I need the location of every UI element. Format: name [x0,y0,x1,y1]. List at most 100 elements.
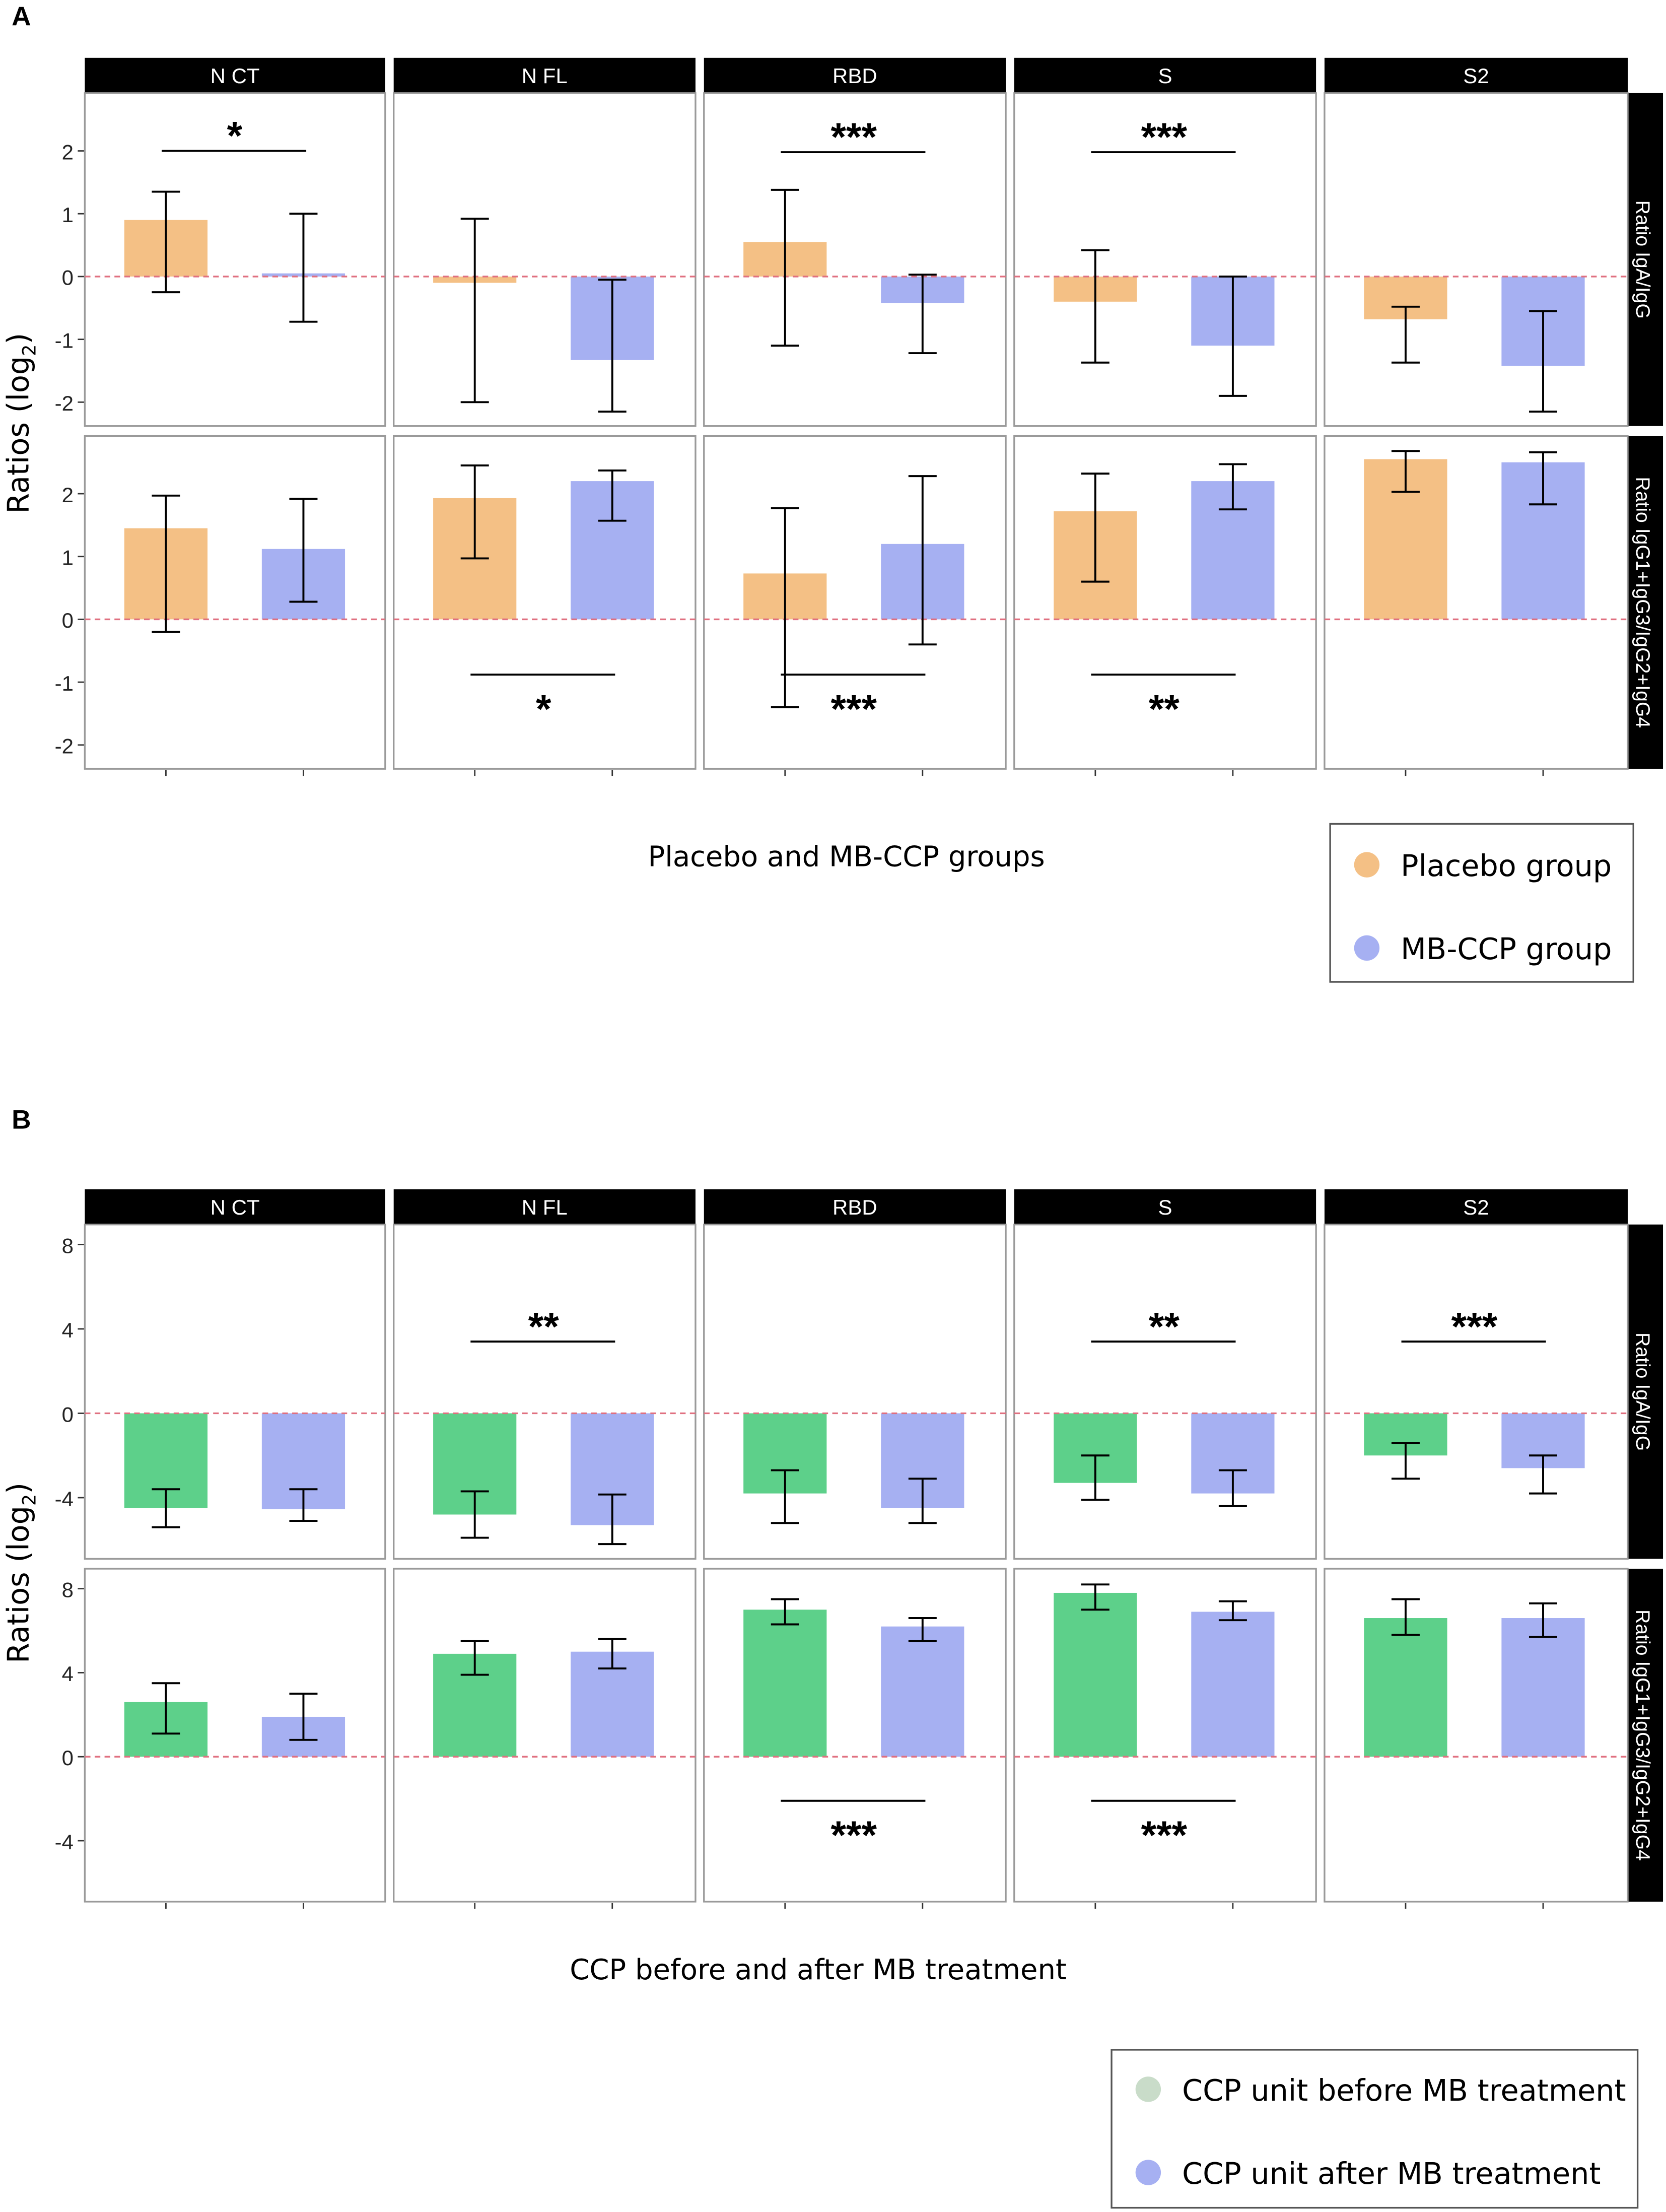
facet-label: N CT [211,64,260,88]
facet-strip [704,1189,1006,1225]
y-tick-label: 8 [62,1234,74,1257]
facet-plot: *** [703,435,1007,776]
facet-plot [84,1224,386,1560]
facet-label: S2 [1463,1195,1489,1219]
row-strip-label: Ratio IgA/IgG [1632,1332,1653,1451]
significance-stars: *** [831,115,877,159]
y-tick-label: -4 [55,1487,74,1511]
row-strip [1628,1569,1663,1902]
facet-strip [1014,57,1316,93]
y-tick-label: -2 [55,391,74,415]
significance-stars: ** [528,1304,560,1349]
facet-plot: *** [1324,1224,1629,1560]
legend-swatch-icon [1135,2076,1161,2102]
y-tick-label: -2 [55,734,74,758]
y-tick-label: 0 [62,609,74,632]
legend-entry: CCP unit after MB treatment [1182,2156,1601,2191]
facet-strip [704,57,1006,93]
row-strip [1628,436,1663,769]
y-tick-label: 4 [62,1318,74,1342]
facet-strip [1324,1189,1628,1225]
panel-label: B [12,1105,31,1134]
y-tick-label: 2 [62,140,74,164]
facet-plot: ** [1013,1224,1317,1560]
facet-plot [393,92,697,427]
y-axis-label: Ratios (log2) [1,1483,40,1663]
y-axis-label-text: Ratios (log [1,1506,35,1663]
y-tick-label: 2 [62,483,74,507]
significance-stars: *** [1141,1813,1188,1857]
y-tick-label: 1 [62,546,74,570]
chart-panel-b: B Ratios (log2) N CT N FL RBD S S2 Ratio IgA/Ig… [1,1105,1663,2209]
facet-plot [1324,435,1629,776]
bar [1191,1612,1275,1757]
facet-label: N FL [522,64,568,88]
row-strip [1628,1224,1663,1559]
legend-entry: CCP unit before MB treatment [1182,2073,1626,2108]
bar [881,1626,964,1757]
bar [1054,1592,1137,1757]
x-axis-label: Placebo and MB-CCP groups [648,840,1045,873]
facet-plot [703,1224,1007,1560]
legend-entry: MB-CCP group [1401,931,1612,966]
facet-strip [393,57,696,93]
y-tick-label: 8 [62,1578,74,1601]
significance-stars: *** [1451,1304,1498,1349]
row-strip-label: Ratio IgA/IgG [1632,200,1653,319]
facet-strip [1014,1189,1316,1225]
facet-label: RBD [832,1195,877,1219]
facet-plot: * [84,92,386,427]
y-axis-label-subscript: 2 [18,1494,40,1506]
bar [1364,1618,1447,1757]
significance-stars: ** [1149,687,1180,731]
legend-swatch-icon [1354,935,1380,961]
y-tick-label: 0 [62,1402,74,1426]
x-axis-label: CCP before and after MB treatment [570,1954,1067,1986]
facet-label: RBD [832,64,877,88]
row-strip [1628,93,1663,426]
panel-label: A [12,2,31,31]
plot-area [1324,92,1629,427]
y-tick-label: -4 [55,1830,74,1854]
plot-area [1013,92,1317,427]
facet-plot [1324,92,1629,427]
facet-plot: * [393,435,697,776]
legend: CCP unit before MB treatment CCP unit aft… [1110,2049,1639,2209]
legend: Placebo group MB-CCP group [1329,823,1634,983]
plot-area [1013,1224,1317,1560]
bar [1501,1618,1585,1757]
facet-plot: ** [393,1224,697,1560]
facet-plot: *** [1013,1568,1317,1909]
y-axis-label-text: Ratios (log [1,356,35,514]
facet-plot [393,1568,697,1909]
significance-stars: *** [1141,115,1188,159]
legend-swatch-icon [1135,2160,1161,2185]
plot-area [703,1224,1007,1560]
significance-stars: * [227,114,243,158]
facet-plot: *** [1013,92,1317,427]
facet-plot: ** [1013,435,1317,776]
facet-strip [1324,57,1628,93]
y-axis-label-close: ) [1,1483,35,1494]
legend-box [1329,823,1634,983]
significance-stars: * [536,687,551,731]
y-axis-label: Ratios (log2) [1,333,40,514]
bar [743,1610,827,1757]
plot-area [1324,1224,1629,1560]
y-tick-label: 0 [62,1746,74,1770]
facet-plot: *** [703,1568,1007,1909]
significance-stars: *** [831,1813,877,1857]
facet-plot: *** [703,92,1007,427]
facet-label: S2 [1463,64,1489,88]
facet-plot [84,435,386,776]
facet-label: N CT [211,1195,260,1219]
y-tick-label: -1 [55,672,74,695]
y-tick-label: -1 [55,328,74,352]
legend-swatch-icon [1354,852,1380,878]
row-strip-label: Ratio IgG1+IgG3/IgG2+IgG4 [1632,1610,1653,1861]
facet-label: S [1158,1195,1172,1219]
facet-plot [84,1568,386,1909]
significance-stars: *** [831,687,877,731]
